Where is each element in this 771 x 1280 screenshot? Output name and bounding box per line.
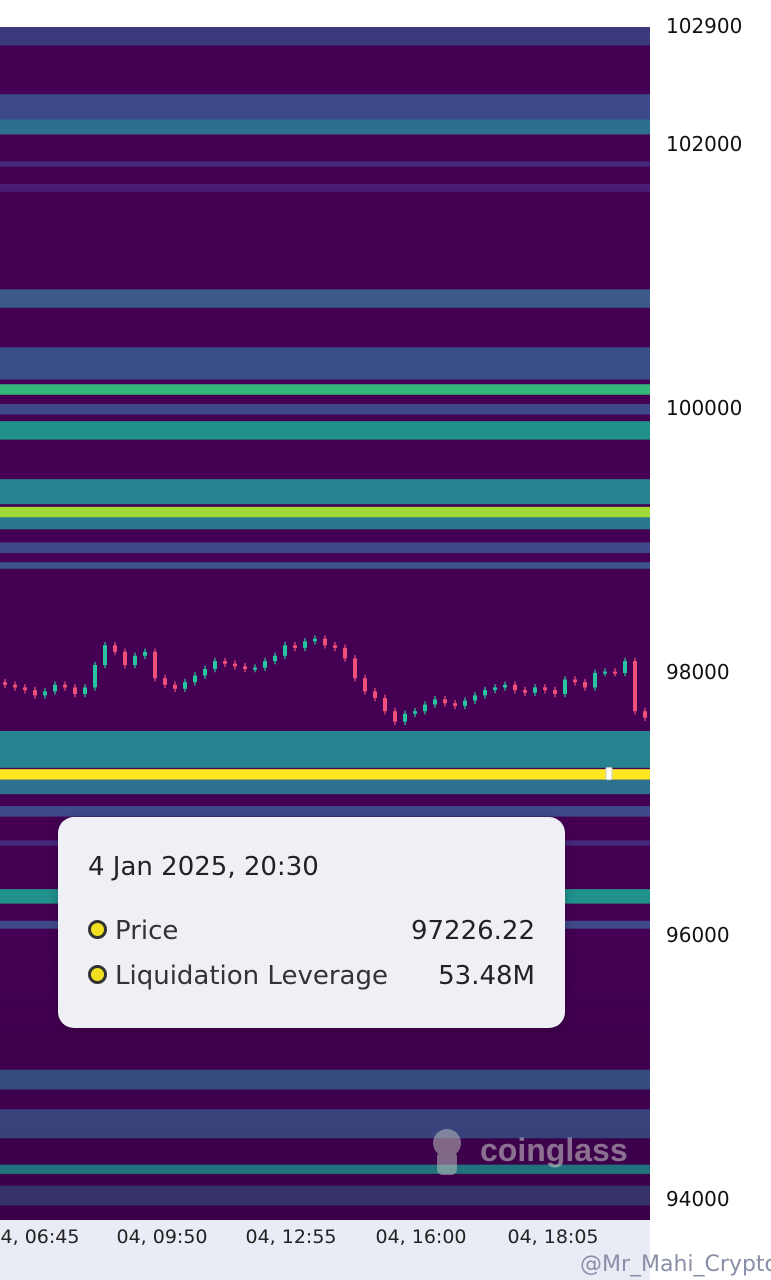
candle-body <box>363 678 367 692</box>
candle-body <box>63 684 67 688</box>
candle-body <box>13 684 17 688</box>
candle-body <box>33 690 37 696</box>
y-tick-label: 96000 <box>666 923 730 948</box>
candle-body <box>623 661 627 673</box>
candle-body <box>543 687 547 691</box>
candle-body <box>123 651 127 666</box>
candle-body <box>3 682 7 685</box>
candle-body <box>173 684 177 689</box>
candle-body <box>333 645 337 648</box>
candle-body <box>503 684 507 688</box>
candle-body <box>133 655 137 666</box>
leverage-dot-icon <box>88 965 107 984</box>
candle-body <box>293 645 297 648</box>
candle-body <box>473 695 477 701</box>
candle-body <box>103 645 107 666</box>
candle-body <box>513 684 517 691</box>
x-tick-label: 04, 16:00 <box>375 1226 467 1248</box>
candle-body <box>43 691 47 696</box>
y-tick-label: 100000 <box>666 395 743 420</box>
price-dot-icon <box>88 920 107 939</box>
candle-body <box>523 690 527 693</box>
candle-body <box>383 697 387 712</box>
y-tick-label: 94000 <box>666 1186 730 1211</box>
candle-body <box>233 663 237 667</box>
candle-body <box>213 661 217 669</box>
candle-body <box>223 661 227 664</box>
coinglass-mascot-icon <box>433 1129 461 1175</box>
candle-body <box>283 645 287 656</box>
candle-body <box>483 690 487 696</box>
candle-body <box>343 647 347 659</box>
candle-body <box>453 703 457 706</box>
candle-body <box>533 687 537 693</box>
coinglass-logo-text: coinglass <box>480 1132 628 1168</box>
candle-body <box>613 671 617 674</box>
candle-body <box>263 661 267 668</box>
candle-body <box>573 679 577 683</box>
candle-body <box>23 687 27 691</box>
x-axis <box>0 1220 650 1280</box>
credit-watermark: @Mr_Mahi_Crypto <box>580 1252 771 1277</box>
candle-body <box>83 687 87 695</box>
candle-body <box>163 678 167 685</box>
candle-body <box>373 691 377 698</box>
candle-body <box>353 658 357 679</box>
candle-body <box>553 690 557 695</box>
y-tick-label: 102000 <box>666 132 743 157</box>
candle-body <box>323 638 327 646</box>
tooltip-row-price: Price 97226.22 <box>88 915 535 947</box>
candle-body <box>603 671 607 674</box>
candle-body <box>463 700 467 706</box>
tooltip-label: Liquidation Leverage <box>115 961 388 991</box>
candle-body <box>643 711 647 718</box>
tooltip-value: 97226.22 <box>410 916 535 946</box>
candle-body <box>303 641 307 648</box>
candle-body <box>53 684 57 692</box>
candle-body <box>243 666 247 669</box>
candle-body <box>273 655 277 662</box>
candle-body <box>113 645 117 652</box>
candle-body <box>633 661 637 712</box>
x-tick-label: 04, 18:05 <box>507 1226 599 1248</box>
shade-overlay <box>0 27 650 1220</box>
heatmap-plot[interactable]: coinglass <box>0 27 650 1220</box>
hover-marker <box>605 767 613 781</box>
candle-body <box>143 651 147 656</box>
tooltip-row-leverage: Liquidation Leverage 53.48M <box>88 960 535 992</box>
candle-body <box>153 651 157 679</box>
tooltip-value: 53.48M <box>438 961 535 991</box>
candle-body <box>583 682 587 688</box>
x-tick-label: 04, 12:55 <box>245 1226 337 1248</box>
candle-body <box>423 704 427 712</box>
coinglass-logo: coinglass <box>425 1125 635 1180</box>
candle-body <box>313 638 317 642</box>
tooltip: 4 Jan 2025, 20:30 Price 97226.22 Liquida… <box>58 817 565 1028</box>
candle-body <box>433 699 437 705</box>
candle-body <box>393 711 397 722</box>
candle-body <box>253 667 257 670</box>
y-tick-label: 102900 <box>666 13 743 38</box>
tooltip-title: 4 Jan 2025, 20:30 <box>88 852 319 882</box>
candle-body <box>183 682 187 689</box>
candle-body <box>193 675 197 683</box>
candle-body <box>493 687 497 691</box>
x-tick-label: 04, 09:50 <box>116 1226 208 1248</box>
candle-body <box>403 713 407 722</box>
candle-body <box>593 672 597 688</box>
candle-body <box>443 699 447 704</box>
candle-body <box>93 665 97 688</box>
heatmap-svg <box>0 27 650 1220</box>
candle-body <box>563 679 567 695</box>
y-tick-label: 98000 <box>666 659 730 684</box>
candle-body <box>73 687 77 695</box>
candle-body <box>203 668 207 676</box>
x-tick-label: 4, 06:45 <box>0 1226 80 1248</box>
tooltip-label: Price <box>115 916 179 946</box>
candle-body <box>413 711 417 714</box>
